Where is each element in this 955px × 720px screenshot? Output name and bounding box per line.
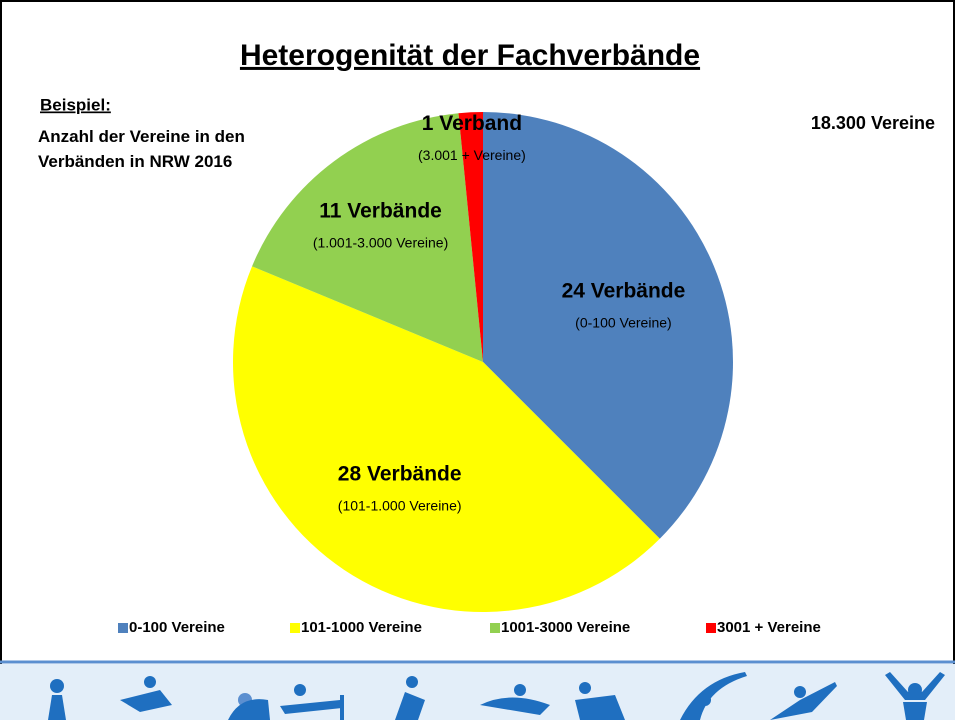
legend-swatch bbox=[290, 623, 300, 633]
slice-label: 11 Verbände bbox=[319, 199, 442, 222]
description-box: Anzahl der Vereine in den Verbänden in N… bbox=[38, 127, 245, 171]
legend-label: 0-100 Vereine bbox=[129, 619, 225, 636]
pie-slice bbox=[252, 113, 483, 362]
pie-slice bbox=[458, 112, 483, 362]
legend-swatch bbox=[490, 623, 500, 633]
pie-slice bbox=[233, 266, 660, 612]
total-label: 18.300 Vereine bbox=[811, 113, 935, 133]
slice-range-label: (3.001 + Vereine) bbox=[418, 147, 526, 163]
legend: 0-100 Vereine 101-1000 Vereine 1001-3000 V… bbox=[118, 619, 821, 636]
legend-label: 1001-3000 Vereine bbox=[501, 619, 630, 636]
pictograms bbox=[48, 672, 945, 720]
pie: 24 Verbände (0-100 Vereine) 28 Verbände (10… bbox=[233, 112, 734, 612]
legend-label: 3001 + Vereine bbox=[717, 619, 821, 636]
chart-title: Heterogenität der Fachverbände bbox=[240, 39, 700, 72]
slice-range-label: (0-100 Vereine) bbox=[575, 315, 672, 331]
subtitle: Beispiel: bbox=[40, 95, 111, 114]
legend-swatch bbox=[118, 623, 128, 633]
slice-label: 1 Verband bbox=[422, 112, 522, 135]
slice-range-label: (1.001-3.000 Vereine) bbox=[313, 235, 448, 251]
footer bbox=[0, 660, 955, 720]
description: Anzahl der Vereine in den Verbänden in N… bbox=[38, 127, 245, 171]
legend-swatch bbox=[706, 623, 716, 633]
slice-label: 24 Verbände bbox=[562, 279, 686, 302]
slice-label: 28 Verbände bbox=[338, 462, 462, 485]
slice-range-label: (101-1.000 Vereine) bbox=[338, 497, 462, 513]
pie-slice bbox=[483, 112, 734, 539]
legend-label: 101-1000 Vereine bbox=[301, 619, 422, 636]
